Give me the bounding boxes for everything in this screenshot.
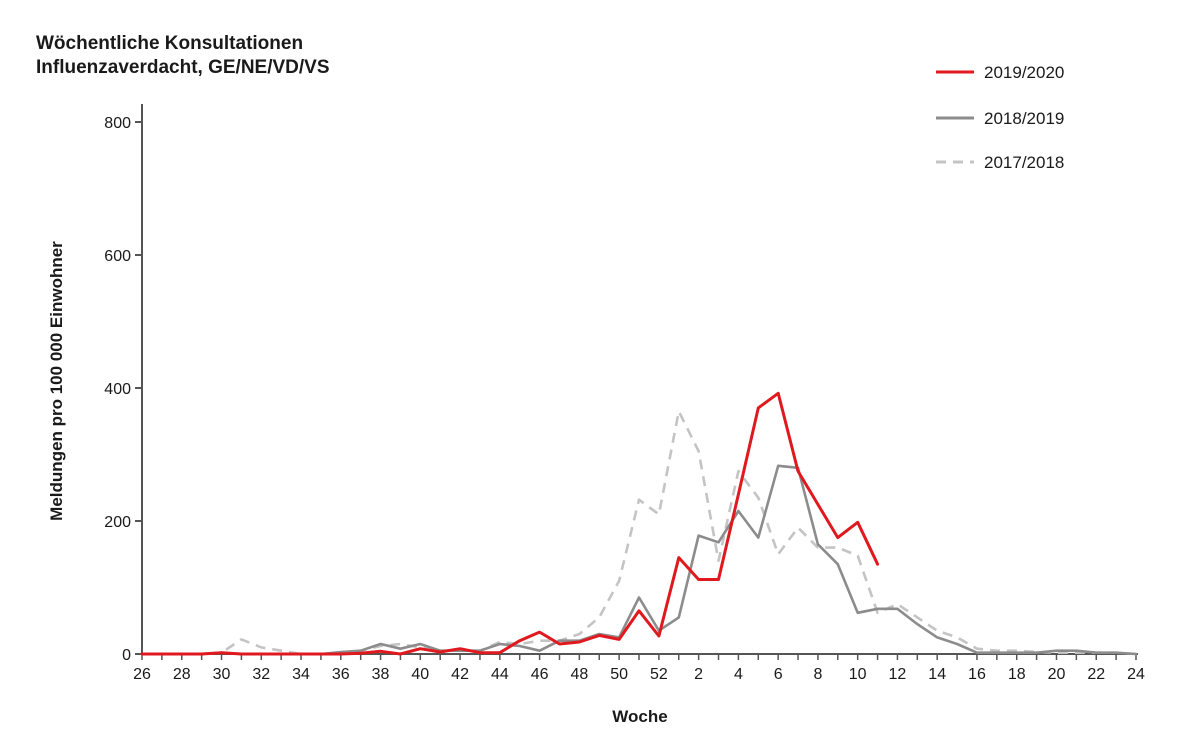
y-axis-title: Meldungen pro 100 000 Einwohner xyxy=(47,241,66,521)
x-tick-label: 24 xyxy=(1127,666,1145,683)
legend-label-2019-2020: 2019/2020 xyxy=(984,63,1064,82)
x-tick-label: 20 xyxy=(1048,666,1066,683)
x-tick-label: 6 xyxy=(774,666,783,683)
y-tick-label: 200 xyxy=(104,514,131,531)
x-tick-label: 52 xyxy=(650,666,668,683)
x-tick-label: 18 xyxy=(1008,666,1026,683)
x-tick-label: 16 xyxy=(968,666,986,683)
y-tick-label: 0 xyxy=(122,647,131,664)
x-tick-label: 50 xyxy=(610,666,628,683)
x-tick-label: 8 xyxy=(813,666,822,683)
series-line-2017-2018 xyxy=(142,409,1137,656)
y-tick-label: 600 xyxy=(104,248,131,265)
x-tick-label: 44 xyxy=(491,666,509,683)
y-tick-label: 400 xyxy=(104,381,131,398)
x-tick-label: 30 xyxy=(213,666,231,683)
x-tick-label: 22 xyxy=(1087,666,1105,683)
x-tick-label: 14 xyxy=(928,666,946,683)
legend: 2019/2020 2018/2019 2017/2018 xyxy=(936,63,1064,172)
x-axis-title: Woche xyxy=(612,707,667,726)
chart-title: Wöchentliche Konsultationen Influenzaver… xyxy=(36,32,330,80)
x-tick-label: 48 xyxy=(570,666,588,683)
x-tick-label: 10 xyxy=(849,666,867,683)
y-tick-label: 800 xyxy=(104,115,131,132)
x-tick-label: 36 xyxy=(332,666,350,683)
x-tick-label: 4 xyxy=(734,666,743,683)
x-tick-label: 28 xyxy=(173,666,191,683)
x-tick-label: 34 xyxy=(292,666,310,683)
x-tick-label: 40 xyxy=(411,666,429,683)
chart-title-line-2: Influenzaverdacht, GE/NE/VD/VS xyxy=(36,57,330,78)
x-tick-label: 38 xyxy=(372,666,390,683)
series-layer xyxy=(140,391,1138,656)
x-tick-label: 2 xyxy=(694,666,703,683)
x-axis: 26 28 30 32 34 36 38 40 42 44 46 48 50 52 2 4 6 8 10 12 14 16… xyxy=(133,653,1145,683)
chart-title-line-1: Wöchentliche Konsultationen xyxy=(36,33,304,54)
x-tick-label: 12 xyxy=(889,666,907,683)
legend-label-2018-2019: 2018/2019 xyxy=(984,109,1064,128)
series-line-2019-2020 xyxy=(140,391,880,656)
x-tick-label: 32 xyxy=(252,666,270,683)
x-tick-label: 46 xyxy=(531,666,549,683)
legend-label-2017-2018: 2017/2018 xyxy=(984,153,1064,172)
y-axis: 0 200 400 600 800 xyxy=(104,104,143,664)
x-tick-label: 26 xyxy=(133,666,151,683)
series-line-2018-2019 xyxy=(140,464,1138,656)
x-tick-label: 42 xyxy=(451,666,469,683)
